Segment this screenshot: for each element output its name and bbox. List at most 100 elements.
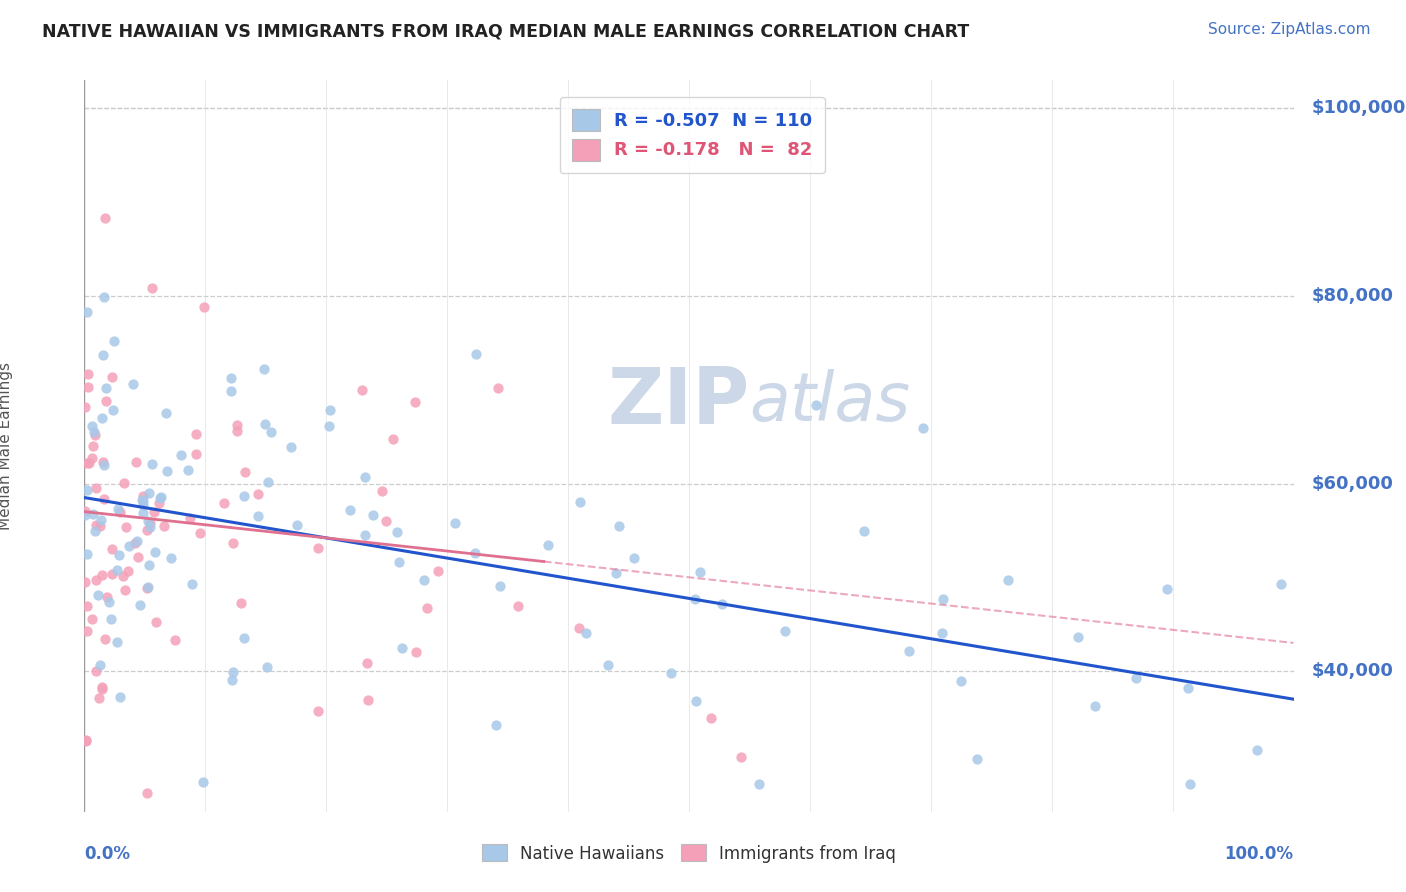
Point (141, 281, 163, 295)
Point (443, 516, 465, 530)
Point (145, 615, 167, 630)
Point (91, 455, 114, 469)
Point (80, 612, 103, 626)
Point (149, 491, 172, 505)
Text: $80,000: $80,000 (1312, 287, 1393, 305)
Point (138, 515, 160, 529)
Point (683, 592, 706, 607)
Point (931, 626, 953, 640)
Point (997, 573, 1019, 587)
Point (1270, 577, 1292, 591)
Point (101, 369, 124, 384)
Point (385, 524, 408, 539)
Point (1177, 681, 1199, 695)
Point (1246, 742, 1268, 756)
Point (83, 428, 105, 442)
Point (184, 447, 207, 461)
Point (100, 612, 122, 626)
Point (374, 515, 396, 529)
Point (371, 484, 394, 499)
Point (388, 556, 411, 570)
Point (221, 673, 243, 687)
Point (148, 496, 170, 510)
Point (84, 664, 107, 678)
Point (730, 750, 752, 764)
Point (132, 489, 155, 503)
Point (568, 621, 591, 635)
Point (489, 579, 512, 593)
Point (131, 493, 153, 508)
Point (73, 574, 96, 589)
Point (118, 539, 141, 553)
Point (76, 547, 98, 561)
Point (91, 568, 114, 582)
Point (806, 398, 828, 412)
Point (225, 417, 247, 432)
Point (87, 588, 110, 602)
Point (82, 440, 104, 454)
Point (569, 494, 592, 508)
Point (318, 419, 340, 434)
Point (114, 582, 136, 597)
Point (84, 481, 107, 495)
Point (623, 550, 645, 565)
Point (108, 505, 131, 519)
Point (221, 665, 243, 680)
Point (254, 417, 277, 432)
Point (219, 384, 242, 398)
Point (506, 599, 529, 614)
Point (94, 393, 117, 408)
Point (233, 632, 256, 646)
Point (605, 566, 627, 581)
Point (132, 498, 155, 512)
Point (932, 591, 955, 606)
Point (1178, 776, 1201, 790)
Point (748, 776, 770, 790)
Point (124, 536, 146, 550)
Point (138, 486, 160, 500)
Point (76, 456, 98, 470)
Point (111, 569, 134, 583)
Point (115, 520, 138, 534)
Point (135, 786, 157, 800)
Point (229, 595, 252, 609)
Point (233, 489, 256, 503)
Point (112, 476, 135, 491)
Point (108, 548, 131, 562)
Point (75, 733, 97, 747)
Point (135, 523, 157, 537)
Point (75, 733, 97, 747)
Point (132, 506, 155, 520)
Point (91, 411, 114, 425)
Point (181, 577, 204, 591)
Point (103, 334, 125, 348)
Point (156, 464, 179, 478)
Point (77, 380, 100, 394)
Point (307, 541, 329, 555)
Point (127, 533, 149, 548)
Point (105, 563, 128, 577)
Point (76, 305, 98, 319)
Text: $100,000: $100,000 (1312, 99, 1406, 118)
Point (966, 752, 988, 766)
Point (89, 657, 111, 672)
Point (94, 380, 117, 394)
Point (260, 425, 283, 440)
Point (108, 690, 131, 705)
Point (219, 371, 242, 385)
Point (83, 524, 105, 539)
Point (596, 658, 619, 673)
Point (127, 550, 149, 565)
Point (76, 599, 98, 614)
Point (170, 448, 193, 462)
Point (84, 518, 107, 533)
Point (76, 483, 98, 498)
Text: 100.0%: 100.0% (1225, 845, 1294, 863)
Point (128, 598, 150, 612)
Point (89, 519, 111, 533)
Point (93, 458, 115, 472)
Point (141, 457, 163, 471)
Point (950, 673, 973, 688)
Point (77, 456, 100, 470)
Point (125, 455, 148, 469)
